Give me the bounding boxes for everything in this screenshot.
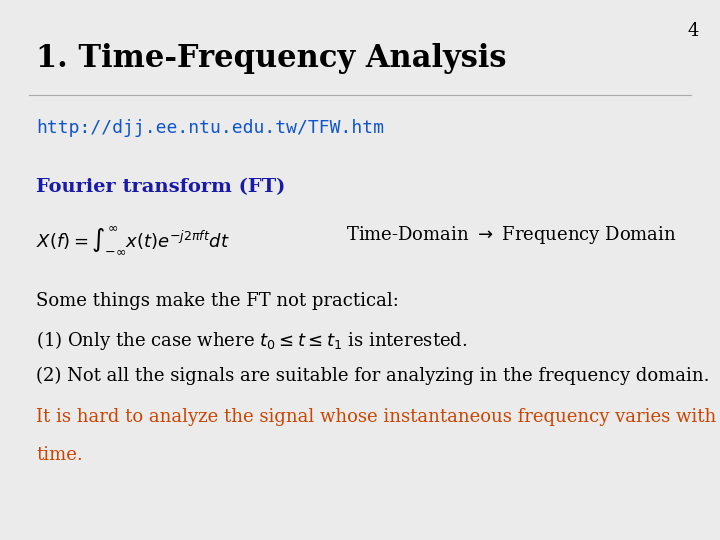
Text: Fourier transform (FT): Fourier transform (FT) [36,178,285,196]
Text: Time-Domain $\rightarrow$ Frequency Domain: Time-Domain $\rightarrow$ Frequency Doma… [346,224,676,246]
Text: http://djj.ee.ntu.edu.tw/TFW.htm: http://djj.ee.ntu.edu.tw/TFW.htm [36,119,384,137]
Text: $X(f)=\int_{-\infty}^{\infty} x(t)e^{-j2\pi ft}dt$: $X(f)=\int_{-\infty}^{\infty} x(t)e^{-j2… [36,224,230,256]
Text: 4: 4 [687,22,698,39]
Text: 1. Time-Frequency Analysis: 1. Time-Frequency Analysis [36,43,506,74]
Text: It is hard to analyze the signal whose instantaneous frequency varies with: It is hard to analyze the signal whose i… [36,408,716,426]
Text: Some things make the FT not practical:: Some things make the FT not practical: [36,292,399,309]
Text: (2) Not all the signals are suitable for analyzing in the frequency domain.: (2) Not all the signals are suitable for… [36,367,709,386]
Text: time.: time. [36,446,83,463]
Text: (1) Only the case where $t_0 \leq t \leq t_1$ is interested.: (1) Only the case where $t_0 \leq t \leq… [36,329,467,353]
